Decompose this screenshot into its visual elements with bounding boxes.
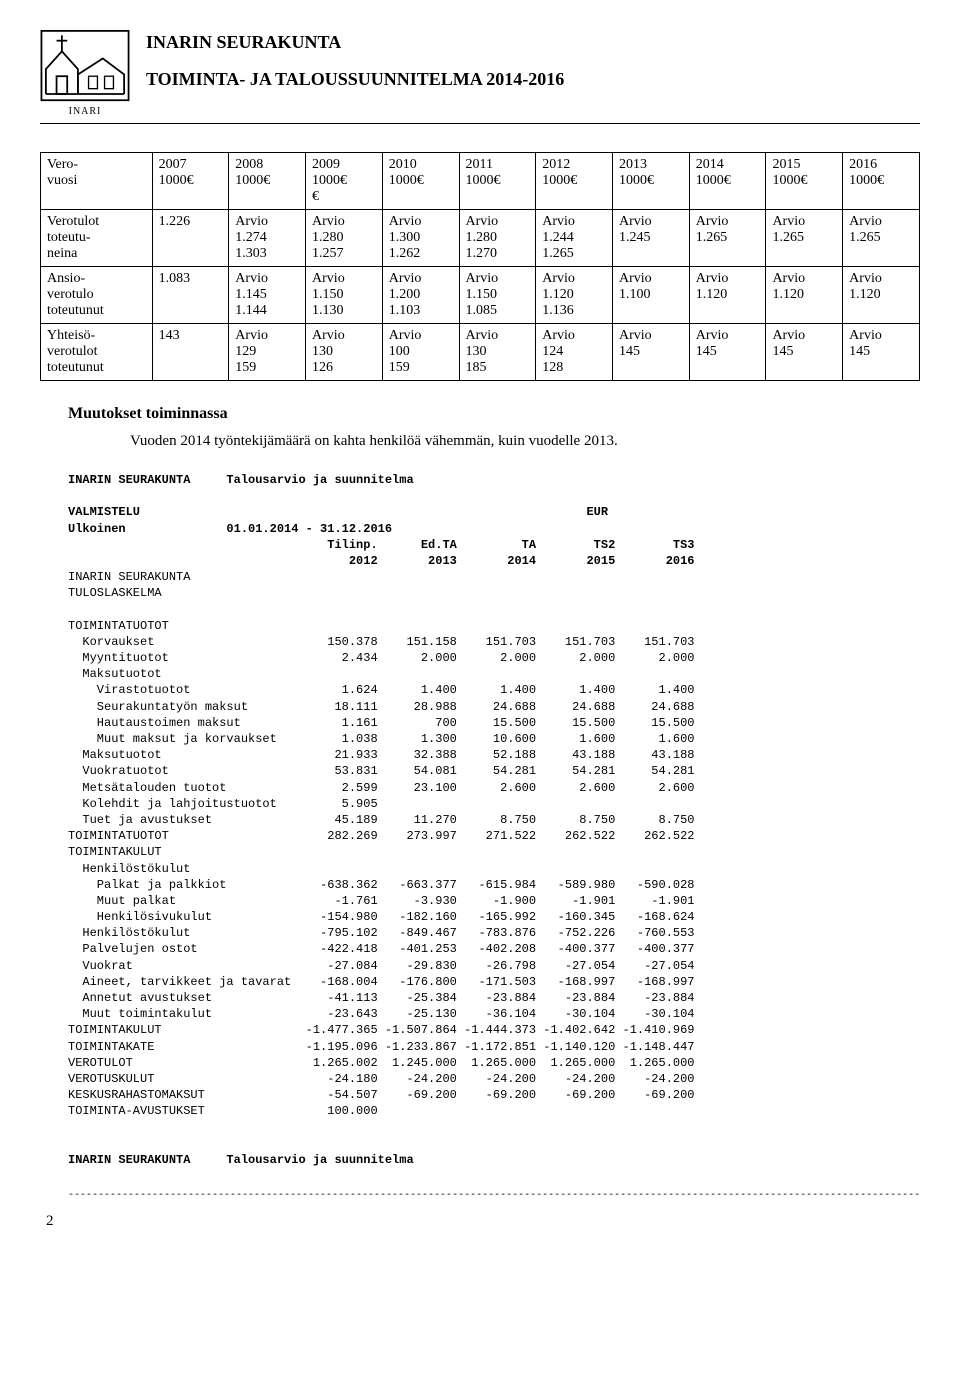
table-cell: Arvio145	[689, 324, 766, 381]
table-cell: Arvio1.120	[766, 267, 843, 324]
changes-heading: Muutokset toiminnassa	[68, 405, 920, 423]
table-cell: Arvio1.2741.303	[229, 210, 306, 267]
table-colhead: 20111000€	[459, 153, 536, 210]
table-cell: Arvio1.2441.265	[536, 210, 613, 267]
table-cell: Arvio130126	[306, 324, 383, 381]
table-cell: Arvio145	[843, 324, 920, 381]
table-cell: Arvio1.3001.262	[382, 210, 459, 267]
table-cell: Arvio145	[766, 324, 843, 381]
table-rowhead: Verotulottoteutu-neina	[41, 210, 153, 267]
table-colhead: 20151000€	[766, 153, 843, 210]
table-cell: Arvio129159	[229, 324, 306, 381]
table-cell: Arvio1.120	[689, 267, 766, 324]
doc-header: INARI INARIN SEURAKUNTA TOIMINTA- JA TAL…	[40, 30, 920, 117]
table-cell: Arvio1.1451.144	[229, 267, 306, 324]
table-rowhead: Vero-vuosi	[41, 153, 153, 210]
table-cell: Arvio145	[612, 324, 689, 381]
table-cell: Arvio1.1501.130	[306, 267, 383, 324]
table-cell: Arvio1.265	[843, 210, 920, 267]
table-cell: Arvio1.1501.085	[459, 267, 536, 324]
table-colhead: 20141000€	[689, 153, 766, 210]
table-cell: Arvio1.2801.270	[459, 210, 536, 267]
table-cell: Arvio1.245	[612, 210, 689, 267]
table-cell: 143	[152, 324, 229, 381]
table-cell: Arvio1.2001.103	[382, 267, 459, 324]
footer-dashline: ----------------------------------------…	[68, 1190, 920, 1201]
budget-report: INARIN SEURAKUNTA Talousarvio ja suunnit…	[68, 472, 910, 1168]
table-colhead: 20161000€	[843, 153, 920, 210]
table-cell: Arvio1.2801.257	[306, 210, 383, 267]
table-cell: Arvio1.120	[843, 267, 920, 324]
table-cell: Arvio1.265	[689, 210, 766, 267]
table-rowhead: Ansio-verotulototeutunut	[41, 267, 153, 324]
table-cell: 1.226	[152, 210, 229, 267]
table-colhead: 20101000€	[382, 153, 459, 210]
table-colhead: 20071000€	[152, 153, 229, 210]
table-cell: Arvio130185	[459, 324, 536, 381]
table-cell: Arvio1.1201.136	[536, 267, 613, 324]
table-colhead: 20091000€€	[306, 153, 383, 210]
doc-title: TOIMINTA- JA TALOUSSUUNNITELMA 2014-2016	[146, 69, 564, 90]
table-cell: Arvio1.100	[612, 267, 689, 324]
table-colhead: 20121000€	[536, 153, 613, 210]
table-cell: Arvio1.265	[766, 210, 843, 267]
tax-table: Vero-vuosi20071000€20081000€20091000€€20…	[40, 152, 920, 381]
table-cell: 1.083	[152, 267, 229, 324]
table-colhead: 20131000€	[612, 153, 689, 210]
church-logo-icon	[40, 30, 130, 110]
page-number: 2	[46, 1213, 920, 1230]
table-cell: Arvio124128	[536, 324, 613, 381]
logo: INARI	[40, 30, 130, 117]
changes-paragraph: Vuoden 2014 työntekijämäärä on kahta hen…	[130, 433, 920, 450]
header-divider	[40, 123, 920, 124]
table-cell: Arvio100159	[382, 324, 459, 381]
table-colhead: 20081000€	[229, 153, 306, 210]
org-title: INARIN SEURAKUNTA	[146, 32, 564, 53]
table-rowhead: Yhteisö-verotulottoteutunut	[41, 324, 153, 381]
